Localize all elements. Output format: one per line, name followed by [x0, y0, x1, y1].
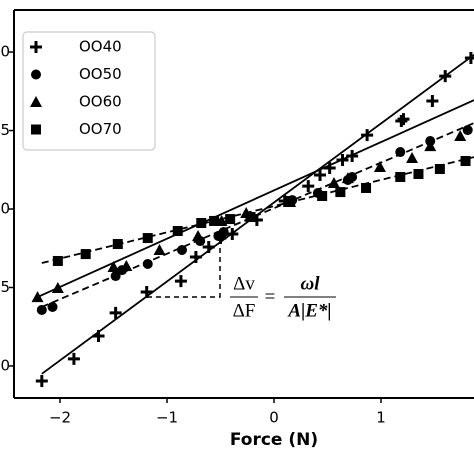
marker-triangle	[406, 152, 419, 164]
slope-guide	[147, 245, 221, 298]
fit-line	[41, 156, 474, 264]
marker-square	[285, 196, 296, 207]
marker-circle	[395, 147, 406, 158]
marker-square	[31, 124, 41, 135]
marker-triangle	[373, 160, 386, 172]
marker-square	[335, 187, 346, 198]
marker-square	[395, 172, 406, 183]
marker-plus	[35, 375, 48, 388]
marker-square	[142, 233, 153, 244]
marker-plus	[361, 129, 374, 142]
y-tick-label: 0	[0, 200, 10, 218]
marker-square	[52, 255, 63, 266]
marker-square	[460, 155, 471, 166]
marker-plus	[439, 70, 452, 83]
legend-label: OO40	[79, 38, 122, 56]
marker-triangle	[107, 260, 120, 272]
marker-square	[196, 217, 207, 228]
marker-plus	[464, 52, 474, 65]
marker-plus	[202, 241, 215, 254]
marker-plus	[67, 352, 80, 365]
fit-line	[41, 122, 474, 308]
marker-plus	[30, 41, 42, 53]
marker-square	[172, 225, 183, 236]
marker-plus	[395, 114, 408, 127]
marker-circle	[47, 301, 58, 312]
marker-square	[434, 163, 445, 174]
marker-plus	[174, 275, 187, 288]
eq-den-left: ΔF	[233, 300, 256, 321]
eq-num-right: ωl	[300, 273, 320, 294]
marker-circle	[110, 271, 121, 282]
marker-triangle	[51, 281, 64, 293]
marker-square	[317, 190, 328, 201]
eq-sign: =	[265, 286, 276, 307]
marker-triangle	[153, 243, 166, 255]
eq-den-right: A|E*|	[287, 300, 331, 321]
y-tick-label: -5	[0, 278, 10, 296]
marker-plus	[314, 168, 327, 181]
legend-label: OO50	[79, 65, 122, 83]
marker-plus	[426, 95, 439, 108]
y-tick-label: 5	[0, 121, 10, 139]
marker-plus	[397, 113, 410, 126]
marker-square	[361, 182, 372, 193]
x-tick-label: 1	[376, 409, 386, 427]
marker-square	[209, 215, 220, 226]
marker-circle	[142, 258, 153, 269]
marker-circle	[462, 125, 473, 136]
marker-triangle	[192, 230, 205, 242]
annotation: Δv ΔF = ωl A|E*|	[147, 245, 336, 321]
marker-square	[112, 239, 123, 250]
marker-plus	[189, 251, 202, 264]
legend-label: OO70	[79, 120, 122, 138]
marker-circle	[176, 244, 187, 255]
eq-num-left: Δv	[233, 273, 255, 294]
marker-triangle	[424, 140, 437, 152]
x-tick-label: 0	[269, 409, 279, 427]
marker-circle	[218, 226, 229, 237]
marker-circle	[31, 69, 41, 80]
legend-label: OO60	[79, 93, 122, 111]
marker-square	[413, 169, 424, 180]
y-tick-label: 10	[0, 43, 10, 61]
marker-plus	[302, 180, 315, 193]
marker-triangle	[327, 176, 340, 188]
marker-square	[225, 214, 236, 225]
marker-triangle	[341, 172, 354, 184]
marker-triangle	[120, 259, 133, 271]
legend-box	[22, 31, 156, 151]
x-tick-label: −1	[156, 409, 178, 427]
fit-line	[37, 99, 474, 298]
marker-triangle	[454, 130, 467, 142]
x-axis-label: Force (N)	[230, 430, 318, 450]
marker-triangle	[30, 96, 42, 107]
x-tick-label: −2	[49, 409, 71, 427]
marker-triangle	[31, 291, 44, 303]
marker-plus	[140, 286, 153, 299]
marker-circle	[36, 304, 47, 315]
marker-plus	[109, 306, 122, 319]
marker-plus	[92, 330, 105, 343]
marker-square	[80, 249, 91, 260]
marker-square	[245, 212, 256, 223]
y-tick-label: -10	[0, 356, 10, 374]
